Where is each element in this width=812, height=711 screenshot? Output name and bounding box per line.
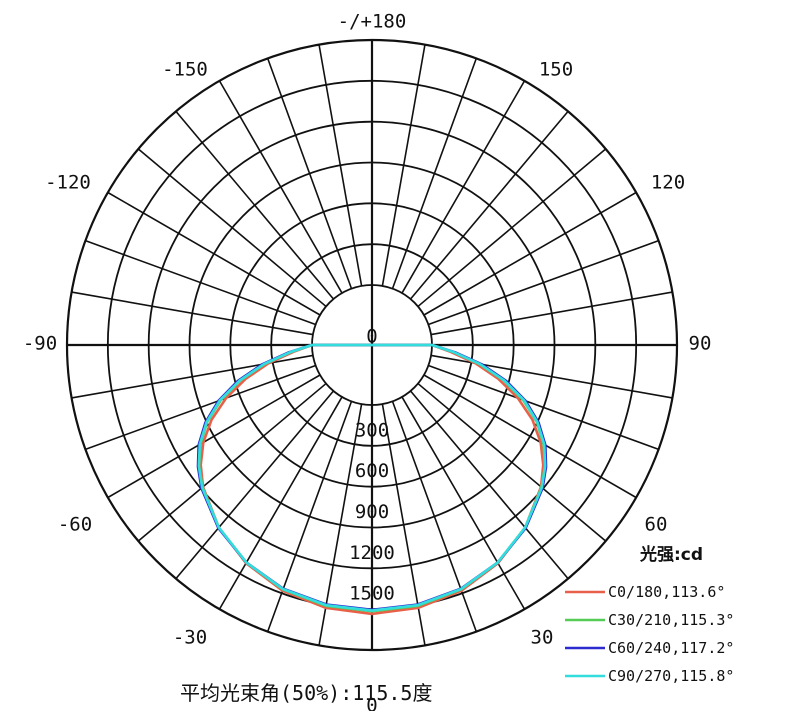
polar-labels: -/+180-150 150-120 120-90 90-60 60-30 3000300… (23, 11, 712, 711)
spoke (409, 110, 569, 300)
spoke (391, 401, 478, 632)
spoke (218, 80, 343, 294)
angle-label-neg90: -90 (23, 333, 57, 355)
legend-title: 光强:cd (639, 544, 703, 565)
spoke (266, 58, 353, 289)
ring-label-2: 600 (355, 460, 389, 482)
spoke (417, 148, 607, 308)
legend: 光强:cd C0/180,113.6° C30/210,115.3° C60/240… (565, 544, 734, 685)
ring-label-1: 300 (355, 419, 389, 441)
legend-label-0: C0/180,113.6° (608, 583, 725, 601)
angle-label-180: -/+180 (338, 11, 407, 33)
spoke (137, 382, 327, 542)
spoke (71, 291, 314, 336)
spoke (417, 382, 607, 542)
spoke (318, 44, 363, 287)
spoke (401, 80, 526, 294)
curve-series-0 (199, 343, 545, 616)
spoke (428, 239, 659, 326)
spoke (107, 374, 321, 499)
spoke (423, 191, 637, 316)
ring-label-5: 1500 (349, 583, 395, 605)
spoke (401, 396, 526, 610)
angle-label-neg150: -150 (162, 59, 208, 81)
spoke (137, 148, 327, 308)
polar-curves (196, 343, 548, 616)
curve-series-3 (197, 343, 547, 612)
spoke (428, 364, 659, 451)
angle-label-neg60: -60 (58, 514, 92, 536)
angle-label-120: 120 (651, 172, 685, 194)
angle-label-neg30: -30 (173, 627, 207, 649)
angle-label-neg120: -120 (45, 172, 91, 194)
spoke (218, 396, 343, 610)
legend-label-3: C90/270,115.8° (608, 667, 734, 685)
spoke (430, 291, 673, 336)
ring-label-0: 0 (366, 326, 377, 348)
spoke (409, 390, 569, 580)
angle-label-90: 90 (689, 333, 712, 355)
ring-label-3: 900 (355, 501, 389, 523)
legend-label-1: C30/210,115.3° (608, 611, 734, 629)
angle-label-150: 150 (539, 59, 573, 81)
ring-label-4: 1200 (349, 542, 395, 564)
spoke (85, 364, 316, 451)
spoke (391, 58, 478, 289)
spoke (266, 401, 353, 632)
spoke (423, 374, 637, 499)
spoke (85, 239, 316, 326)
angle-label-60: 60 (645, 514, 668, 536)
beam-angle-footer: 平均光束角(50%):115.5度 (180, 681, 432, 705)
spoke (175, 390, 335, 580)
spoke (107, 191, 321, 316)
spoke (381, 44, 426, 287)
angle-label-0: 0 (366, 695, 377, 711)
angle-label-30: 30 (531, 627, 554, 649)
spoke (175, 110, 335, 300)
legend-label-2: C60/240,117.2° (608, 639, 734, 657)
